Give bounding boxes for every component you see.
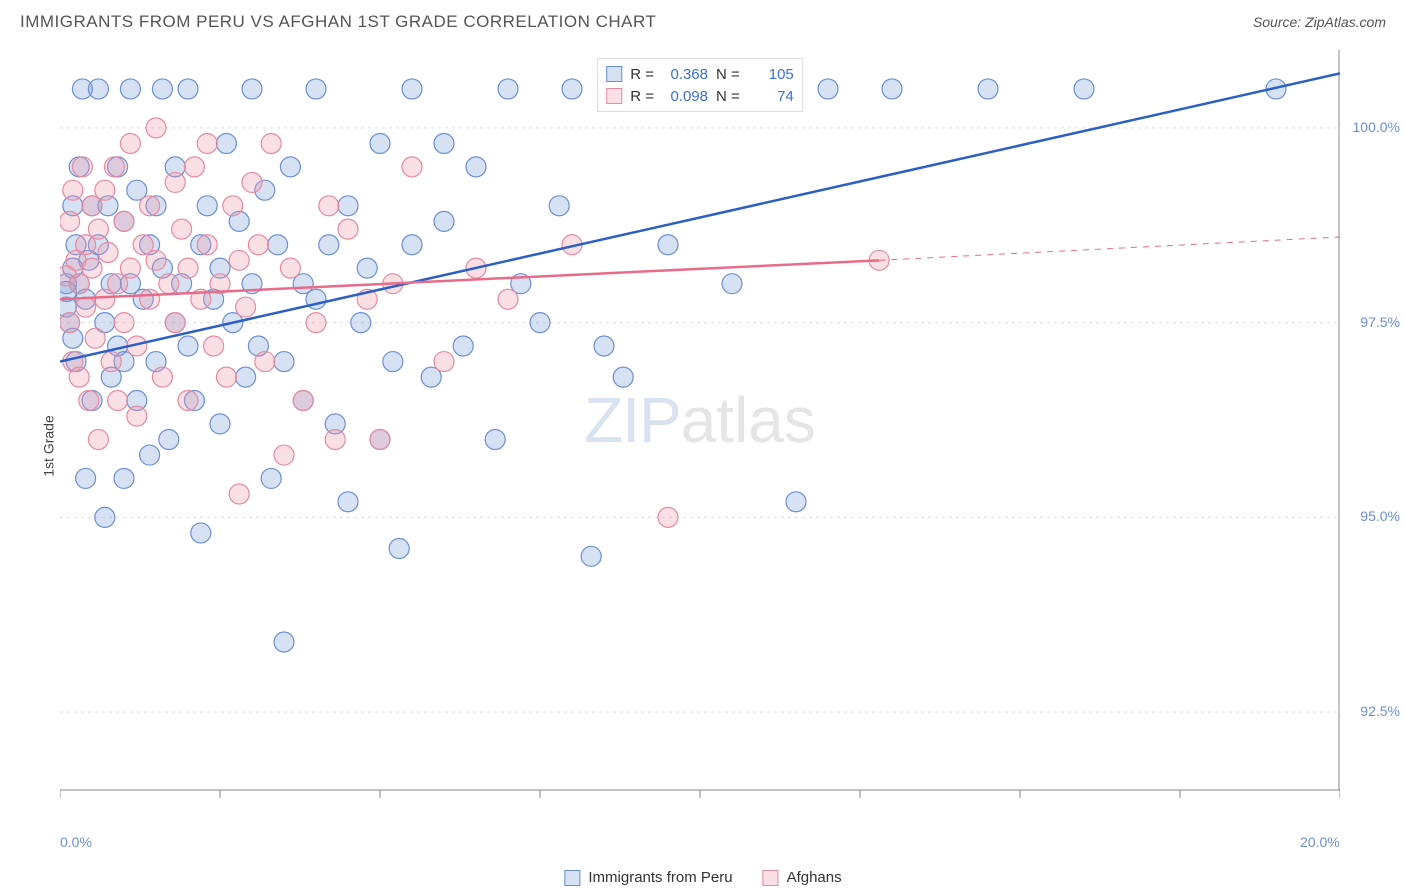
chart-title: IMMIGRANTS FROM PERU VS AFGHAN 1ST GRADE… — [20, 12, 656, 32]
header: IMMIGRANTS FROM PERU VS AFGHAN 1ST GRADE… — [0, 0, 1406, 40]
legend-swatch-afghans — [763, 870, 779, 886]
legend-item-peru: Immigrants from Peru — [564, 869, 732, 886]
n-value-peru: 105 — [748, 66, 794, 83]
y-tick-label: 100.0% — [1353, 119, 1400, 135]
n-value-afghans: 74 — [748, 88, 794, 105]
source-attribution: Source: ZipAtlas.com — [1253, 14, 1386, 30]
legend-item-afghans: Afghans — [763, 869, 842, 886]
r-label: R = — [630, 66, 654, 83]
legend-label-peru: Immigrants from Peru — [588, 869, 732, 886]
y-tick-label: 95.0% — [1360, 508, 1400, 524]
stats-row-afghans: R = 0.098 N = 74 — [606, 85, 794, 107]
x-tick-label: 20.0% — [1300, 834, 1340, 850]
stats-box: R = 0.368 N = 105 R = 0.098 N = 74 — [597, 58, 803, 112]
plot-svg — [60, 50, 1340, 820]
swatch-afghans — [606, 88, 622, 104]
r-value-peru: 0.368 — [662, 66, 708, 83]
source-value: ZipAtlas.com — [1305, 14, 1386, 30]
r-label: R = — [630, 88, 654, 105]
y-tick-label: 92.5% — [1360, 703, 1400, 719]
y-tick-label: 97.5% — [1360, 314, 1400, 330]
x-tick-label: 0.0% — [60, 834, 92, 850]
r-value-afghans: 0.098 — [662, 88, 708, 105]
legend: Immigrants from Peru Afghans — [564, 869, 841, 886]
chart-area: ZIPatlas R = 0.368 N = 105 R = 0.098 N =… — [60, 50, 1340, 820]
source-label: Source: — [1253, 14, 1301, 30]
n-label: N = — [716, 66, 740, 83]
n-label: N = — [716, 88, 740, 105]
swatch-peru — [606, 66, 622, 82]
y-axis-label: 1st Grade — [41, 415, 57, 476]
chart-container: IMMIGRANTS FROM PERU VS AFGHAN 1ST GRADE… — [0, 0, 1406, 892]
stats-row-peru: R = 0.368 N = 105 — [606, 63, 794, 85]
legend-label-afghans: Afghans — [787, 869, 842, 886]
legend-swatch-peru — [564, 870, 580, 886]
